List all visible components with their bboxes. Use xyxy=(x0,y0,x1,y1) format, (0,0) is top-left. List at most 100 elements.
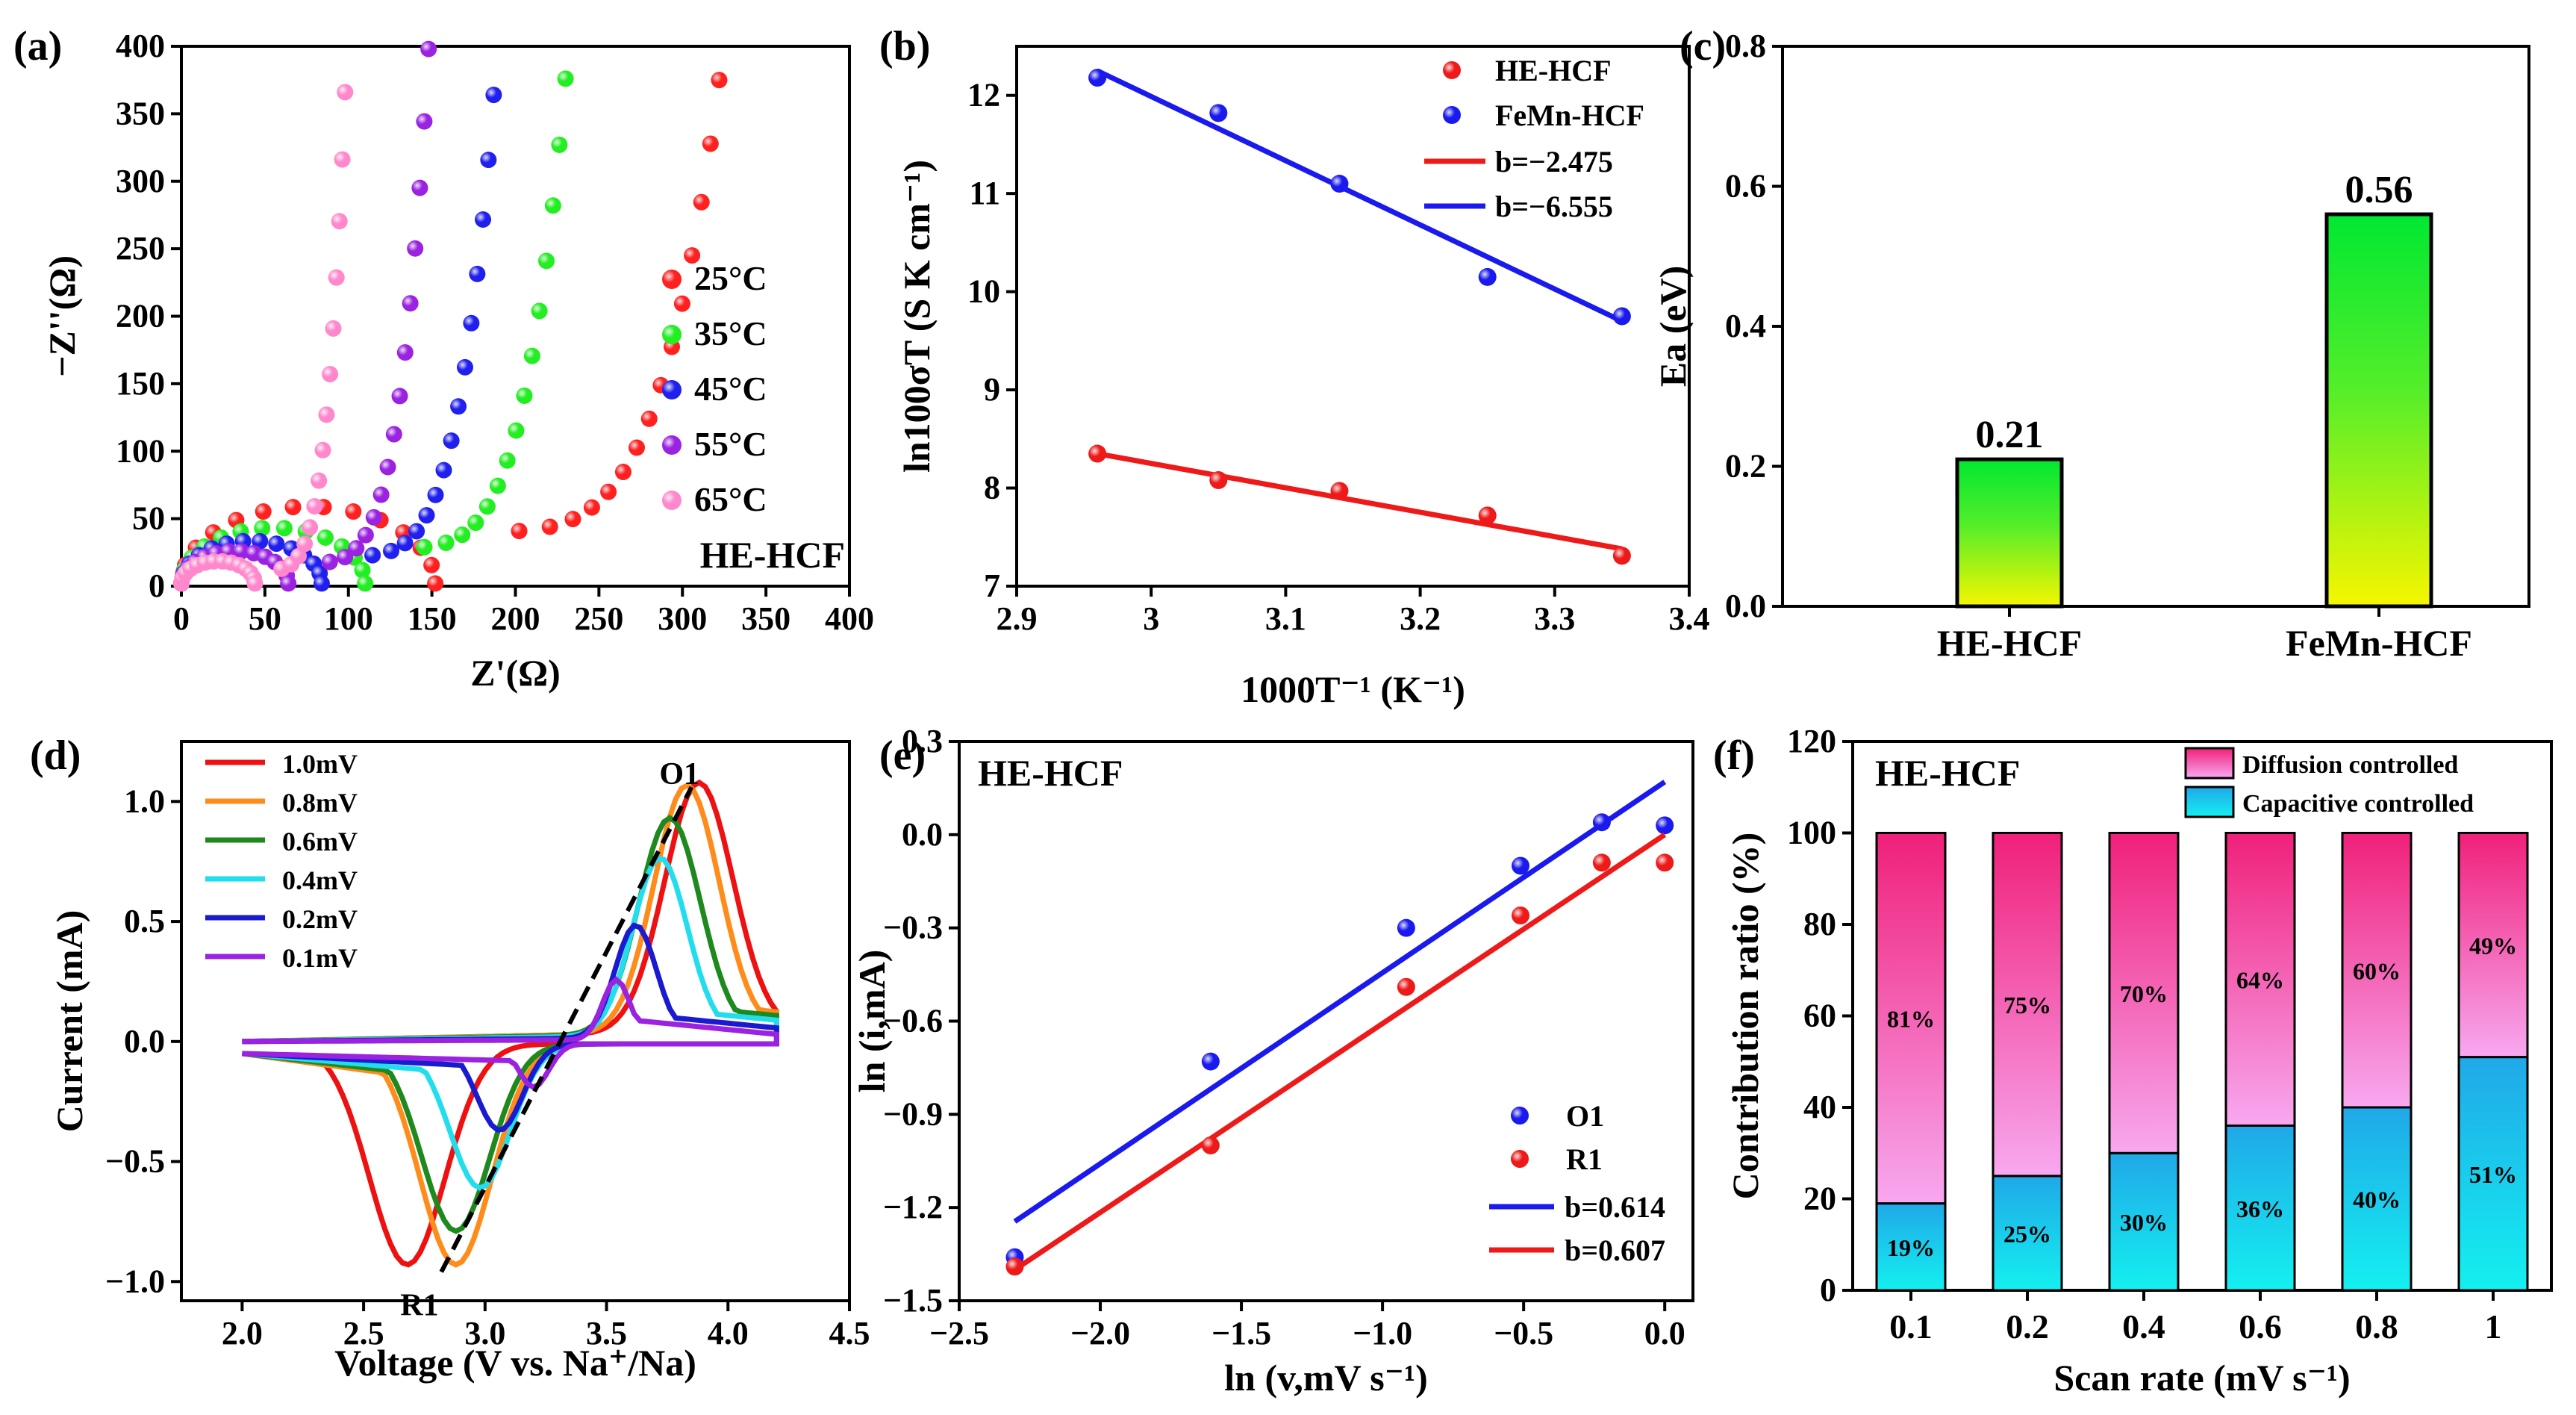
panel-c-bar-0 xyxy=(1955,457,2064,609)
panel-d-legend-label-5: 0.1mV xyxy=(282,943,358,973)
panel-a-point-0-shine xyxy=(702,135,719,152)
panel-b-fit-line-0 xyxy=(1097,451,1623,552)
panel-a-point-3-shine xyxy=(337,549,354,566)
panel-f-category-2: 0.4 xyxy=(2122,1307,2165,1346)
panel-a-point-1-shine xyxy=(254,520,271,537)
panel-b-y-tick-label: 9 xyxy=(984,371,1000,408)
panel-d-legend-label-2: 0.6mV xyxy=(282,827,358,856)
panel-a-point-3-shine xyxy=(396,344,414,361)
panel-d-xlabel: Voltage (V vs. Na⁺/Na) xyxy=(334,1342,696,1384)
panel-a-legend-label-4: 65°C xyxy=(694,480,767,518)
panel-a-point-4-shine xyxy=(318,406,335,423)
panel-e-x-tick-label: −1.0 xyxy=(1353,1315,1412,1352)
panel-a-point-1-shine xyxy=(354,562,371,579)
panel-b-point-1-shine xyxy=(1330,175,1349,193)
panel-e-point-1-shine xyxy=(1005,1257,1024,1276)
panel-a-point-3-shine xyxy=(321,553,338,570)
panel-a-point-0-shine xyxy=(673,295,690,312)
panel-a-point-3-shine xyxy=(233,543,250,560)
panel-a-point-0-shine xyxy=(629,439,646,456)
panel-e-point-0-shine xyxy=(1397,918,1415,937)
panel-a-point-1-shine xyxy=(357,575,374,592)
panel-a-y-tick-label: 0 xyxy=(149,567,165,604)
panel-a-point-4-shine xyxy=(296,535,314,553)
panel-b-x-tick-label: 3.4 xyxy=(1669,600,1710,637)
panel-e-legend-label-0: O1 xyxy=(1566,1099,1604,1133)
panel-b-legend-label-0: HE-HCF xyxy=(1495,54,1612,87)
panel-a-point-4-shine xyxy=(314,441,331,458)
panel-c-y-tick-label: 0.2 xyxy=(1725,448,1766,485)
panel-e-x-tick-label: 0.0 xyxy=(1644,1315,1685,1352)
panel-a-point-3-shine xyxy=(385,426,402,443)
panel-a-point-1-shine xyxy=(531,302,548,320)
panel-f-legend-swatch-diffusion xyxy=(2184,747,2235,780)
panel-f-capacitive-label-2: 30% xyxy=(2120,1209,2168,1236)
panel-a-point-1-shine xyxy=(416,538,433,556)
panel-a-point-4-shine xyxy=(328,269,345,286)
panel-f-bar-diffusion-0 xyxy=(1875,832,1947,1205)
panel-b-x-tick-label: 3.2 xyxy=(1400,600,1441,637)
panel-a-legend-marker-1-shine xyxy=(662,325,682,344)
panel-e-y-tick-label: −0.3 xyxy=(883,909,943,946)
panel-f-bar-capacitive-1 xyxy=(1992,1175,2063,1292)
panel-e-point-1-shine xyxy=(1201,1136,1220,1154)
panel-a-point-4-shine xyxy=(302,519,319,536)
panel-a-point-1-shine xyxy=(454,526,471,544)
panel-a-point-2-shine xyxy=(456,358,473,376)
panel-a-point-1-shine xyxy=(489,477,506,494)
panel-b-point-0-shine xyxy=(1209,471,1228,490)
panel-e-point-0-shine xyxy=(1592,813,1611,832)
panel-f-diffusion-label-2: 70% xyxy=(2120,980,2168,1007)
panel-d-guide-line xyxy=(439,786,694,1273)
panel-a-point-0-shine xyxy=(564,511,581,528)
panel-a-point-3-shine xyxy=(357,526,374,544)
panel-e-sample-label: HE-HCF xyxy=(978,752,1123,794)
panel-e-fit-label-0: b=0.614 xyxy=(1565,1190,1665,1224)
panel-a-legend-label-1: 35°C xyxy=(694,314,767,352)
panel-d-y-tick-label: 1.0 xyxy=(124,783,165,819)
panel-a-legend-label-3: 55°C xyxy=(694,425,767,463)
panel-c-ylabel: Ea (eV) xyxy=(1652,266,1694,387)
panel-f-diffusion-label-3: 64% xyxy=(2236,967,2284,994)
panel-d-annotation-r1: R1 xyxy=(400,1289,438,1323)
panel-a-x-tick-label: 200 xyxy=(491,600,540,637)
panel-f-frame xyxy=(1851,740,2553,1292)
panel-f-bar-diffusion-5 xyxy=(2457,832,2529,1059)
panel-a-point-0-shine xyxy=(423,556,440,573)
panel-a-point-0-shine xyxy=(614,464,631,481)
panel-a-point-0-shine xyxy=(284,499,302,516)
panel-d-x-tick-label: 3.5 xyxy=(586,1315,627,1352)
panel-b-frame xyxy=(1015,45,1691,588)
panel-e-legend-label-1: R1 xyxy=(1566,1142,1603,1176)
panel-a-x-tick-label: 350 xyxy=(741,600,790,637)
panel-b-legend-marker-1-shine xyxy=(1443,106,1461,124)
panel-b-x-tick-label: 3 xyxy=(1143,600,1159,637)
panel-b-point-1-shine xyxy=(1478,267,1497,286)
panel-f-capacitive-label-1: 25% xyxy=(2003,1220,2051,1247)
panel-e-fit-line-1 xyxy=(1013,832,1667,1272)
panel-b-x-tick-label: 3.3 xyxy=(1534,600,1575,637)
panel-a-x-tick-label: 150 xyxy=(408,600,457,637)
panel-e-x-tick-label: −1.5 xyxy=(1211,1315,1271,1352)
panel-b-legend-label-1: FeMn-HCF xyxy=(1495,99,1644,132)
panel-d-x-tick-label: 4.5 xyxy=(829,1315,870,1352)
panel-a-point-0-shine xyxy=(693,193,710,211)
panel-a-point-1-shine xyxy=(478,498,496,515)
panel-a-point-2-shine xyxy=(469,265,486,282)
panel-a-point-2-shine xyxy=(435,461,452,479)
panel-a-point-0-shine xyxy=(427,575,444,592)
panel-f-category-4: 0.8 xyxy=(2355,1307,2398,1346)
panel-a-x-tick-label: 400 xyxy=(825,600,874,637)
panel-c-bar-1 xyxy=(2324,212,2433,609)
panel-a-legend-marker-3-shine xyxy=(662,435,682,455)
panel-f-bar-capacitive-5 xyxy=(2457,1056,2529,1292)
panel-a-point-3-shine xyxy=(365,509,382,526)
panel-b-y-tick-label: 11 xyxy=(969,175,1000,211)
panel-f-diffusion-label-4: 60% xyxy=(2353,957,2401,984)
panel-d-y-tick-label: 0.5 xyxy=(124,903,165,939)
panel-a-point-4-shine xyxy=(322,366,339,383)
panel-a-point-3-shine xyxy=(402,295,419,312)
panel-b-x-tick-label: 2.9 xyxy=(997,600,1038,637)
panel-c-value-label-1: 0.56 xyxy=(2345,169,2413,211)
